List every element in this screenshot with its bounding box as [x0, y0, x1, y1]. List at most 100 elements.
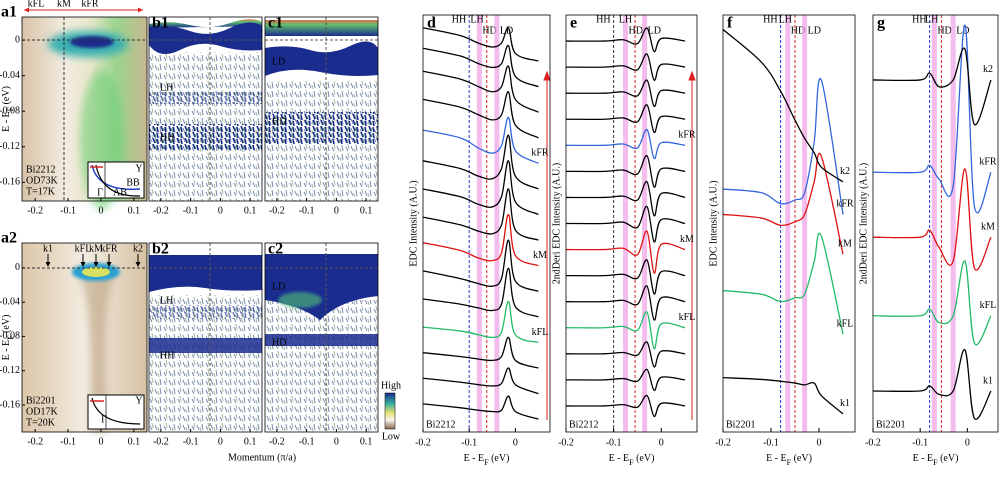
edc-curve: [565, 181, 686, 217]
energy-label: LD: [808, 25, 821, 36]
x-tick-label: 0: [334, 205, 339, 216]
x-axis-label-part: (eV): [791, 453, 812, 464]
inset-label: AB: [113, 187, 127, 198]
panel-frame: [264, 242, 379, 433]
x-tick-label: -0.2: [153, 436, 169, 447]
x-tick-label: -0.2: [27, 436, 43, 447]
energy-label: HH: [912, 14, 926, 25]
panel-frame: [21, 242, 148, 433]
sample-label: Bi2212: [426, 419, 455, 430]
curve-label: kFR: [979, 157, 997, 168]
edc-curve: [422, 27, 539, 62]
y-tick-label: -0.12: [0, 141, 20, 152]
colorbar: [384, 392, 396, 430]
panel-label: d: [427, 15, 436, 32]
energy-label: HD: [791, 25, 805, 36]
panel-frame: [264, 16, 379, 202]
x-axis-label-part: (eV): [938, 453, 959, 464]
edc-curve: [422, 239, 539, 292]
x-tick-label: -0.1: [183, 205, 199, 216]
edc-curve: [565, 53, 686, 81]
x-tick-label: -0.2: [27, 205, 43, 216]
x-axis-label: Momentum (π/a): [228, 452, 296, 463]
edc-curve: [565, 104, 686, 133]
x-tick-label: 0: [98, 436, 103, 447]
edc-curve: [422, 336, 539, 369]
y-axis-label-part: E - E: [1, 111, 12, 132]
y-axis-label: EDC Intensity (A.U.): [708, 180, 719, 266]
annotation: OD73K: [26, 175, 58, 186]
y-axis-label: 2ndDeri EDC Intensity (A.U.): [858, 163, 869, 284]
x-axis-label: E - EF (eV): [766, 453, 812, 467]
x-axis-label-part: (eV): [634, 453, 655, 464]
x-tick-label: 0: [218, 205, 223, 216]
y-axis-label: EDC Intensity (A.U.): [408, 180, 419, 266]
energy-label: HH: [596, 14, 610, 25]
edc-curve: [722, 232, 844, 335]
inset-label: Y: [135, 163, 142, 174]
edc-curve: [565, 368, 686, 391]
k-label: kFR: [81, 0, 99, 9]
curve-label: k1: [983, 375, 993, 386]
y-axis-label-part: F: [6, 106, 15, 111]
edc-curve: [422, 395, 539, 420]
x-tick-label: -0.2: [558, 437, 574, 448]
edc-curve: [565, 230, 686, 274]
x-tick-label: 0: [817, 437, 822, 448]
x-tick-label: -0.1: [763, 437, 779, 448]
energy-band: [802, 15, 808, 432]
annotation: OD17K: [26, 406, 58, 417]
edc-curve: [872, 260, 992, 346]
energy-label: LD: [648, 25, 661, 36]
k-arrow-head: [106, 262, 112, 267]
x-tick-label: 0.1: [360, 436, 373, 447]
y-axis-label-part: E - E: [1, 340, 12, 361]
k-label: kFL: [75, 243, 92, 254]
panel-frame: [148, 242, 263, 433]
curve-label: kM: [981, 221, 995, 232]
k-label: k2: [133, 243, 143, 254]
x-axis-label-part: E - E: [766, 453, 787, 464]
energy-band: [785, 15, 791, 432]
panel-label: b1: [152, 15, 169, 32]
curve-label: kM: [680, 234, 694, 245]
y-axis-label-part: F: [6, 335, 15, 340]
x-tick-label: -0.2: [153, 205, 169, 216]
y-axis-label: E - EF (eV): [1, 86, 15, 132]
x-tick-label: -0.1: [299, 205, 315, 216]
x-axis-label-part: E - E: [913, 453, 934, 464]
panel-frame: [422, 14, 551, 433]
k-arrow-head: [135, 262, 141, 267]
energy-label: LH: [779, 14, 792, 25]
edc-curve: [872, 47, 992, 126]
edc-curve: [422, 367, 539, 395]
energy-label: HD: [629, 25, 643, 36]
panel-label: c1: [268, 15, 283, 32]
panel-label: a1: [1, 4, 17, 21]
curve-label: kM: [533, 250, 547, 261]
energy-band: [950, 15, 956, 432]
x-tick-label: 0: [218, 436, 223, 447]
y-axis-label-part: (eV): [1, 315, 12, 336]
panel-label: c2: [268, 241, 283, 258]
edc-curve: [565, 27, 686, 53]
map-b1: [149, 17, 262, 201]
map-a2: [22, 243, 147, 432]
band-label: LH: [160, 82, 173, 93]
x-tick-label: -0.1: [60, 205, 76, 216]
curve-label: k2: [983, 64, 993, 75]
x-tick-label: 0: [659, 437, 664, 448]
x-tick-label: -0.1: [461, 437, 477, 448]
x-tick-label: -0.2: [415, 437, 431, 448]
edc-curve: [422, 213, 539, 267]
x-tick-label: 0.1: [244, 205, 257, 216]
panel-label: b2: [152, 241, 169, 258]
curve-label: k2: [840, 166, 850, 177]
y-axis-label-part: (eV): [1, 86, 12, 107]
x-tick-label: 0.1: [360, 205, 373, 216]
energy-label: LD: [956, 25, 969, 36]
curve-label: kFL: [980, 300, 997, 311]
band-label: HD: [272, 116, 286, 127]
edc-curve: [422, 300, 539, 344]
